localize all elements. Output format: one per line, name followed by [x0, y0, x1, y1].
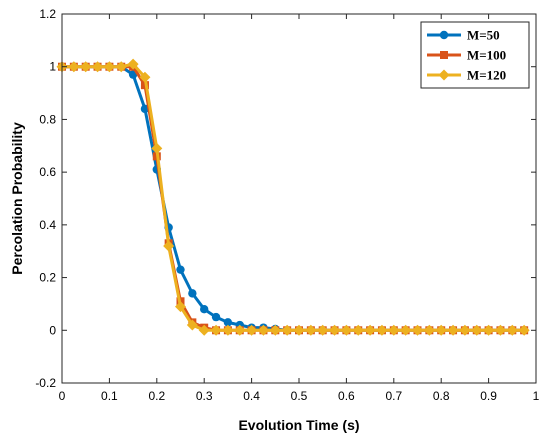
data-point	[317, 324, 329, 336]
data-point	[329, 324, 341, 336]
data-point	[151, 142, 163, 154]
data-point	[518, 324, 530, 336]
y-tick-label: 0.4	[39, 218, 56, 232]
data-point	[80, 61, 92, 73]
data-point	[388, 324, 400, 336]
data-point	[175, 301, 186, 313]
data-point	[281, 324, 293, 336]
data-point	[269, 324, 281, 336]
series-line	[62, 62, 525, 332]
data-point	[234, 324, 246, 336]
legend: M=50 M=100 M=120	[420, 21, 530, 89]
data-point	[127, 58, 139, 70]
legend-entry: M=120	[427, 68, 506, 83]
legend-marker	[439, 30, 449, 40]
data-point	[186, 319, 198, 331]
x-tick-label: 1	[533, 389, 540, 403]
x-tick-label: 0.7	[385, 389, 402, 403]
y-tick-label: -0.2	[35, 376, 56, 390]
y-tick-label: 0.6	[39, 165, 56, 179]
legend-entry: M=50	[427, 28, 500, 43]
data-point	[305, 324, 317, 336]
legend-label: M=100	[467, 48, 506, 63]
data-point	[340, 324, 352, 336]
y-tick-label: 0.8	[39, 112, 56, 126]
data-point	[435, 324, 447, 336]
data-point	[506, 324, 518, 336]
x-tick-label: 0.8	[433, 389, 450, 403]
data-point	[163, 240, 175, 252]
legend-marker	[438, 69, 450, 81]
data-point	[471, 324, 483, 336]
x-tick-label: 0.5	[291, 389, 308, 403]
x-tick-label: 0.6	[338, 389, 355, 403]
legend-entry: M=100	[427, 48, 506, 63]
legend-label: M=50	[467, 28, 500, 43]
data-point	[200, 305, 209, 314]
data-point	[412, 324, 423, 336]
data-point	[423, 324, 435, 336]
data-point	[103, 61, 115, 73]
data-point	[376, 324, 388, 336]
data-point	[115, 61, 127, 73]
data-point	[223, 318, 233, 327]
series-3	[56, 58, 530, 336]
data-point	[257, 324, 269, 336]
data-point	[222, 324, 234, 336]
x-tick-label: 0.9	[480, 389, 497, 403]
data-point	[211, 312, 221, 322]
data-point	[139, 71, 151, 83]
x-tick-label: 0	[59, 389, 66, 403]
data-point	[210, 324, 222, 336]
data-point	[246, 324, 258, 336]
data-point	[447, 324, 459, 336]
data-point	[68, 61, 80, 73]
ticks-layer: 0 0.1 0.2 0.3 0.4 0.5 0.6 0.7 0.8 0.9 1-0.200.20.4…	[35, 7, 539, 403]
data-point	[400, 324, 412, 336]
legend-marker	[440, 51, 448, 59]
y-tick-label: 0.2	[39, 271, 56, 285]
data-point	[92, 61, 104, 73]
data-point	[494, 324, 506, 336]
x-tick-label: 0.1	[101, 389, 118, 403]
legend-label: M=120	[467, 68, 506, 83]
y-tick-label: 1	[49, 60, 56, 74]
data-point	[198, 324, 210, 336]
y-tick-label: 1.2	[39, 7, 56, 21]
data-point	[293, 324, 305, 336]
data-point	[176, 265, 185, 274]
x-tick-label: 0.3	[196, 389, 213, 403]
x-tick-label: 0.2	[148, 389, 165, 403]
data-point	[364, 324, 376, 336]
data-point	[459, 324, 471, 336]
data-point	[352, 324, 364, 336]
y-axis-title: Percolation Probability	[9, 122, 25, 275]
y-tick-label: 0	[49, 323, 56, 337]
data-point	[188, 289, 197, 298]
x-tick-label: 0.4	[243, 389, 260, 403]
x-axis-title: Evolution Time (s)	[238, 417, 359, 433]
data-point	[483, 324, 495, 336]
series-layer	[56, 58, 530, 336]
